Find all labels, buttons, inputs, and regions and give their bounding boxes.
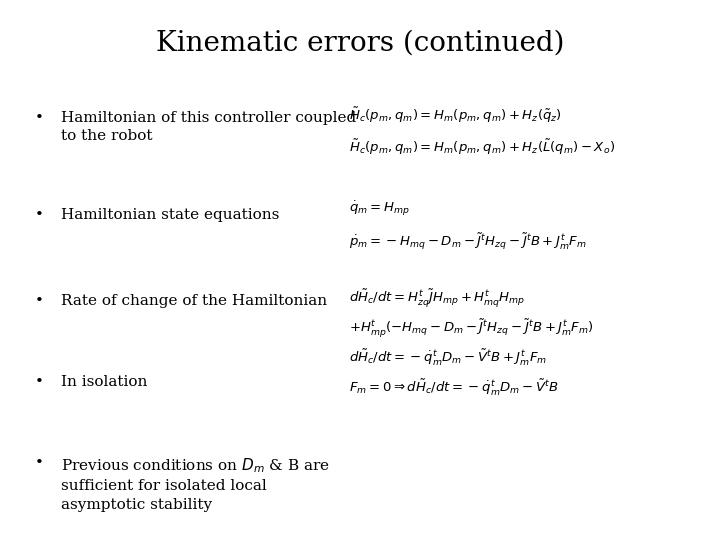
Text: Hamiltonian state equations: Hamiltonian state equations	[61, 208, 279, 222]
Text: Rate of change of the Hamiltonian: Rate of change of the Hamiltonian	[61, 294, 328, 308]
Text: $\tilde{H}_c(p_m,q_m)=H_m(p_m,q_m)+H_z(\tilde{q}_z)$: $\tilde{H}_c(p_m,q_m)=H_m(p_m,q_m)+H_z(\…	[349, 105, 562, 125]
Text: $d\tilde{H}_c/dt=H_{zq}^t\tilde{J}H_{mp}+H_{mq}^tH_{mp}$: $d\tilde{H}_c/dt=H_{zq}^t\tilde{J}H_{mp}…	[349, 287, 526, 309]
Text: In isolation: In isolation	[61, 375, 148, 389]
Text: $\tilde{H}_c(p_m,q_m)=H_m(p_m,q_m)+H_z(\tilde{L}(q_m)-X_o)$: $\tilde{H}_c(p_m,q_m)=H_m(p_m,q_m)+H_z(\…	[349, 138, 616, 157]
Text: •: •	[35, 111, 44, 125]
Text: $d\tilde{H}_c/dt=-\dot{q}_m^tD_m-\tilde{V}^tB+J_m^tF_m$: $d\tilde{H}_c/dt=-\dot{q}_m^tD_m-\tilde{…	[349, 348, 547, 368]
Text: Previous conditions on $D_m$ & B are
sufficient for isolated local
asymptotic st: Previous conditions on $D_m$ & B are suf…	[61, 456, 330, 512]
Text: $F_m=0\Rightarrow d\tilde{H}_c/dt=-\dot{q}_m^tD_m-\tilde{V}^tB$: $F_m=0\Rightarrow d\tilde{H}_c/dt=-\dot{…	[349, 378, 559, 398]
Text: $\dot{q}_m=H_{mp}$: $\dot{q}_m=H_{mp}$	[349, 200, 410, 219]
Text: Hamiltonian of this controller coupled
to the robot: Hamiltonian of this controller coupled t…	[61, 111, 356, 143]
Text: •: •	[35, 456, 44, 470]
Text: Kinematic errors (continued): Kinematic errors (continued)	[156, 30, 564, 57]
Text: •: •	[35, 294, 44, 308]
Text: $\dot{p}_m=-H_{mq}-D_m-\tilde{J}^tH_{zq}-\tilde{J}^tB+J_m^tF_m$: $\dot{p}_m=-H_{mq}-D_m-\tilde{J}^tH_{zq}…	[349, 231, 587, 252]
Text: •: •	[35, 375, 44, 389]
Text: •: •	[35, 208, 44, 222]
Text: $+H_{mp}^t(-H_{mq}-D_m-\tilde{J}^tH_{zq}-\tilde{J}^tB+J_m^tF_m)$: $+H_{mp}^t(-H_{mq}-D_m-\tilde{J}^tH_{zq}…	[349, 318, 594, 340]
